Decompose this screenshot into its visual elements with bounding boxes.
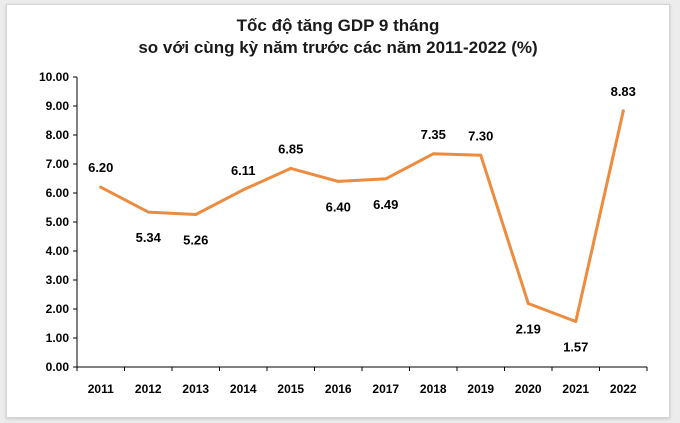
data-label: 6.49 (373, 197, 398, 212)
x-tick-label: 2018 (420, 382, 447, 396)
data-point (431, 152, 435, 156)
data-label: 5.34 (136, 230, 162, 245)
data-point (194, 212, 198, 216)
y-tick-label: 3.00 (46, 273, 70, 287)
data-label: 7.35 (421, 127, 446, 142)
chart-frame: Tốc độ tăng GDP 9 tháng so với cùng kỳ n… (6, 4, 670, 418)
data-point (241, 188, 245, 192)
data-point (146, 210, 150, 214)
data-label: 8.83 (611, 84, 636, 99)
x-tick-label: 2021 (562, 382, 589, 396)
data-point (621, 109, 625, 113)
data-label: 7.30 (468, 128, 493, 143)
y-tick-label: 10.00 (39, 70, 69, 84)
chart-title-line-1: Tốc độ tăng GDP 9 tháng (236, 16, 440, 35)
y-tick-label: 7.00 (46, 157, 70, 171)
chart-title: Tốc độ tăng GDP 9 tháng so với cùng kỳ n… (7, 15, 669, 59)
data-point (384, 177, 388, 181)
y-tick-label: 4.00 (46, 244, 70, 258)
x-tick-label: 2019 (467, 382, 494, 396)
x-tick-label: 2020 (515, 382, 542, 396)
data-point (574, 319, 578, 323)
data-point (336, 179, 340, 183)
x-tick-label: 2015 (277, 382, 304, 396)
x-tick-label: 2022 (610, 382, 637, 396)
data-label: 5.26 (183, 232, 208, 247)
data-label: 2.19 (516, 321, 541, 336)
data-point (99, 185, 103, 189)
data-point (526, 301, 530, 305)
series-line-gdp (99, 109, 625, 323)
line-chart: 0.00 1.00 2.00 3.00 4.00 5.00 6.00 7.00 8.00 9.00… (39, 70, 648, 396)
data-label: 6.85 (278, 141, 303, 156)
chart-title-line-2: so với cùng kỳ năm trước các năm 2011-20… (138, 38, 538, 57)
y-tick-label: 0.00 (46, 360, 70, 374)
y-tick-label: 8.00 (46, 128, 70, 142)
x-tick-label: 2014 (230, 382, 257, 396)
data-label: 1.57 (563, 339, 588, 354)
y-tick-label: 6.00 (46, 186, 70, 200)
data-label: 6.20 (88, 160, 113, 175)
data-point (289, 166, 293, 170)
data-label: 6.40 (326, 199, 351, 214)
y-tick-label: 5.00 (46, 215, 70, 229)
y-tick-label: 9.00 (46, 99, 70, 113)
x-tick-label: 2012 (135, 382, 162, 396)
x-tick-label: 2017 (372, 382, 399, 396)
x-tick-label: 2011 (88, 382, 114, 396)
y-tick-label: 2.00 (46, 302, 70, 316)
y-tick-label: 1.00 (46, 331, 70, 345)
x-tick-label: 2016 (325, 382, 352, 396)
data-point (479, 153, 483, 157)
data-label: 6.11 (231, 163, 256, 178)
x-tick-label: 2013 (182, 382, 209, 396)
